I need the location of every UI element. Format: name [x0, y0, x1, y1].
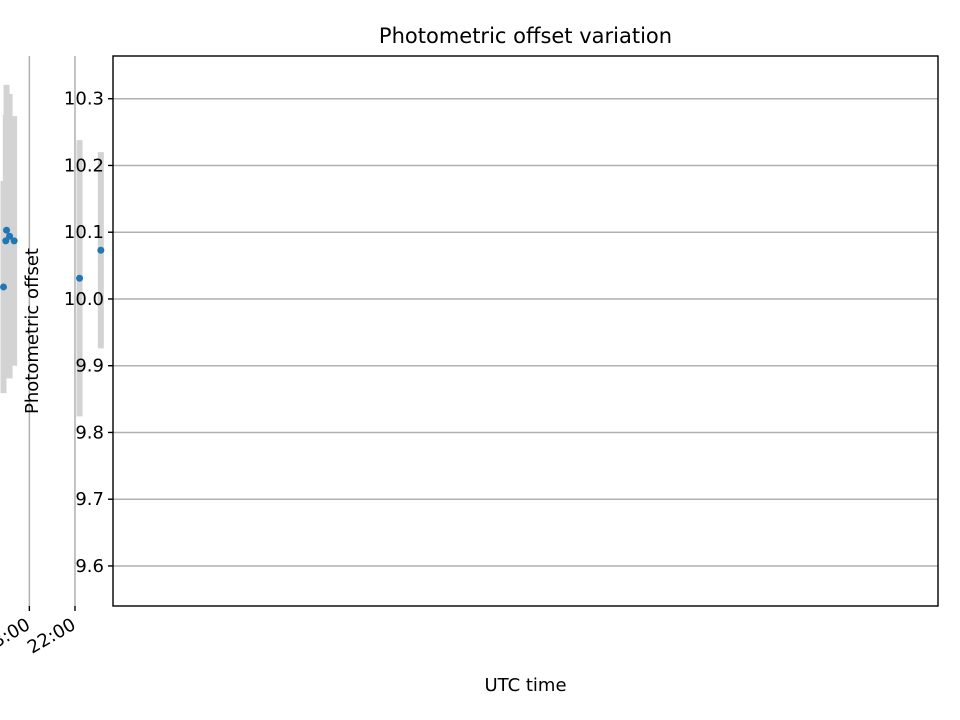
y-tick-label: 9.8	[75, 422, 104, 443]
data-point	[0, 283, 8, 291]
data-point	[3, 226, 11, 234]
data-point	[76, 274, 84, 282]
y-tick-label: 10.2	[64, 155, 104, 176]
y-tick-label: 9.9	[75, 356, 104, 377]
data-point	[97, 246, 105, 254]
y-tick-label: 10.0	[64, 289, 104, 310]
y-axis-label: Photometric offset	[22, 248, 43, 414]
grid-lines	[28, 56, 938, 606]
y-tick-label: 10.3	[64, 89, 104, 110]
data-points	[0, 226, 105, 291]
y-tick-label: 9.6	[75, 556, 104, 577]
y-tick-label: 9.7	[75, 489, 104, 510]
y-tick-label: 10.1	[64, 222, 104, 243]
chart-title: Photometric offset variation	[379, 24, 672, 48]
data-point	[10, 237, 18, 245]
plot-frame	[112, 55, 939, 607]
data-point	[6, 232, 14, 240]
x-axis-label: UTC time	[484, 675, 566, 696]
data-point	[2, 237, 10, 245]
